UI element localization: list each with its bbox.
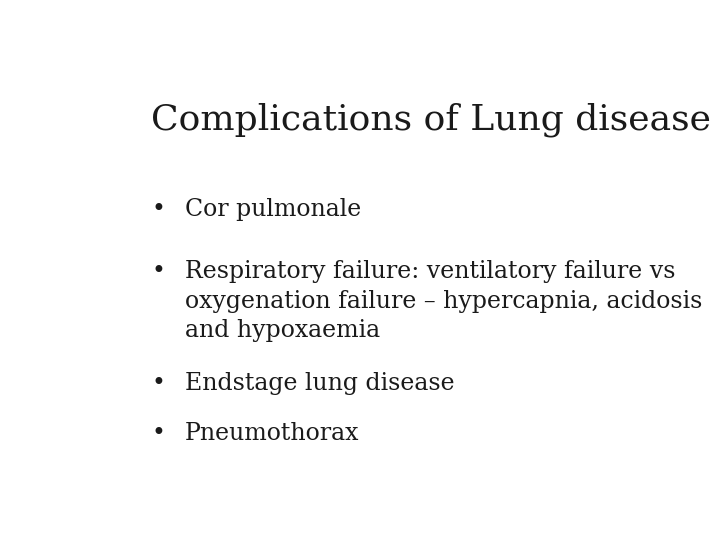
Text: Pneumothorax: Pneumothorax — [185, 422, 359, 446]
Text: •: • — [151, 422, 166, 446]
Text: •: • — [151, 260, 166, 283]
Text: Cor pulmonale: Cor pulmonale — [185, 198, 361, 221]
Text: Complications of Lung disease: Complications of Lung disease — [151, 102, 711, 137]
Text: Respiratory failure: ventilatory failure vs
oxygenation failure – hypercapnia, a: Respiratory failure: ventilatory failure… — [185, 260, 702, 342]
Text: •: • — [151, 373, 166, 395]
Text: Endstage lung disease: Endstage lung disease — [185, 373, 454, 395]
Text: •: • — [151, 198, 166, 221]
